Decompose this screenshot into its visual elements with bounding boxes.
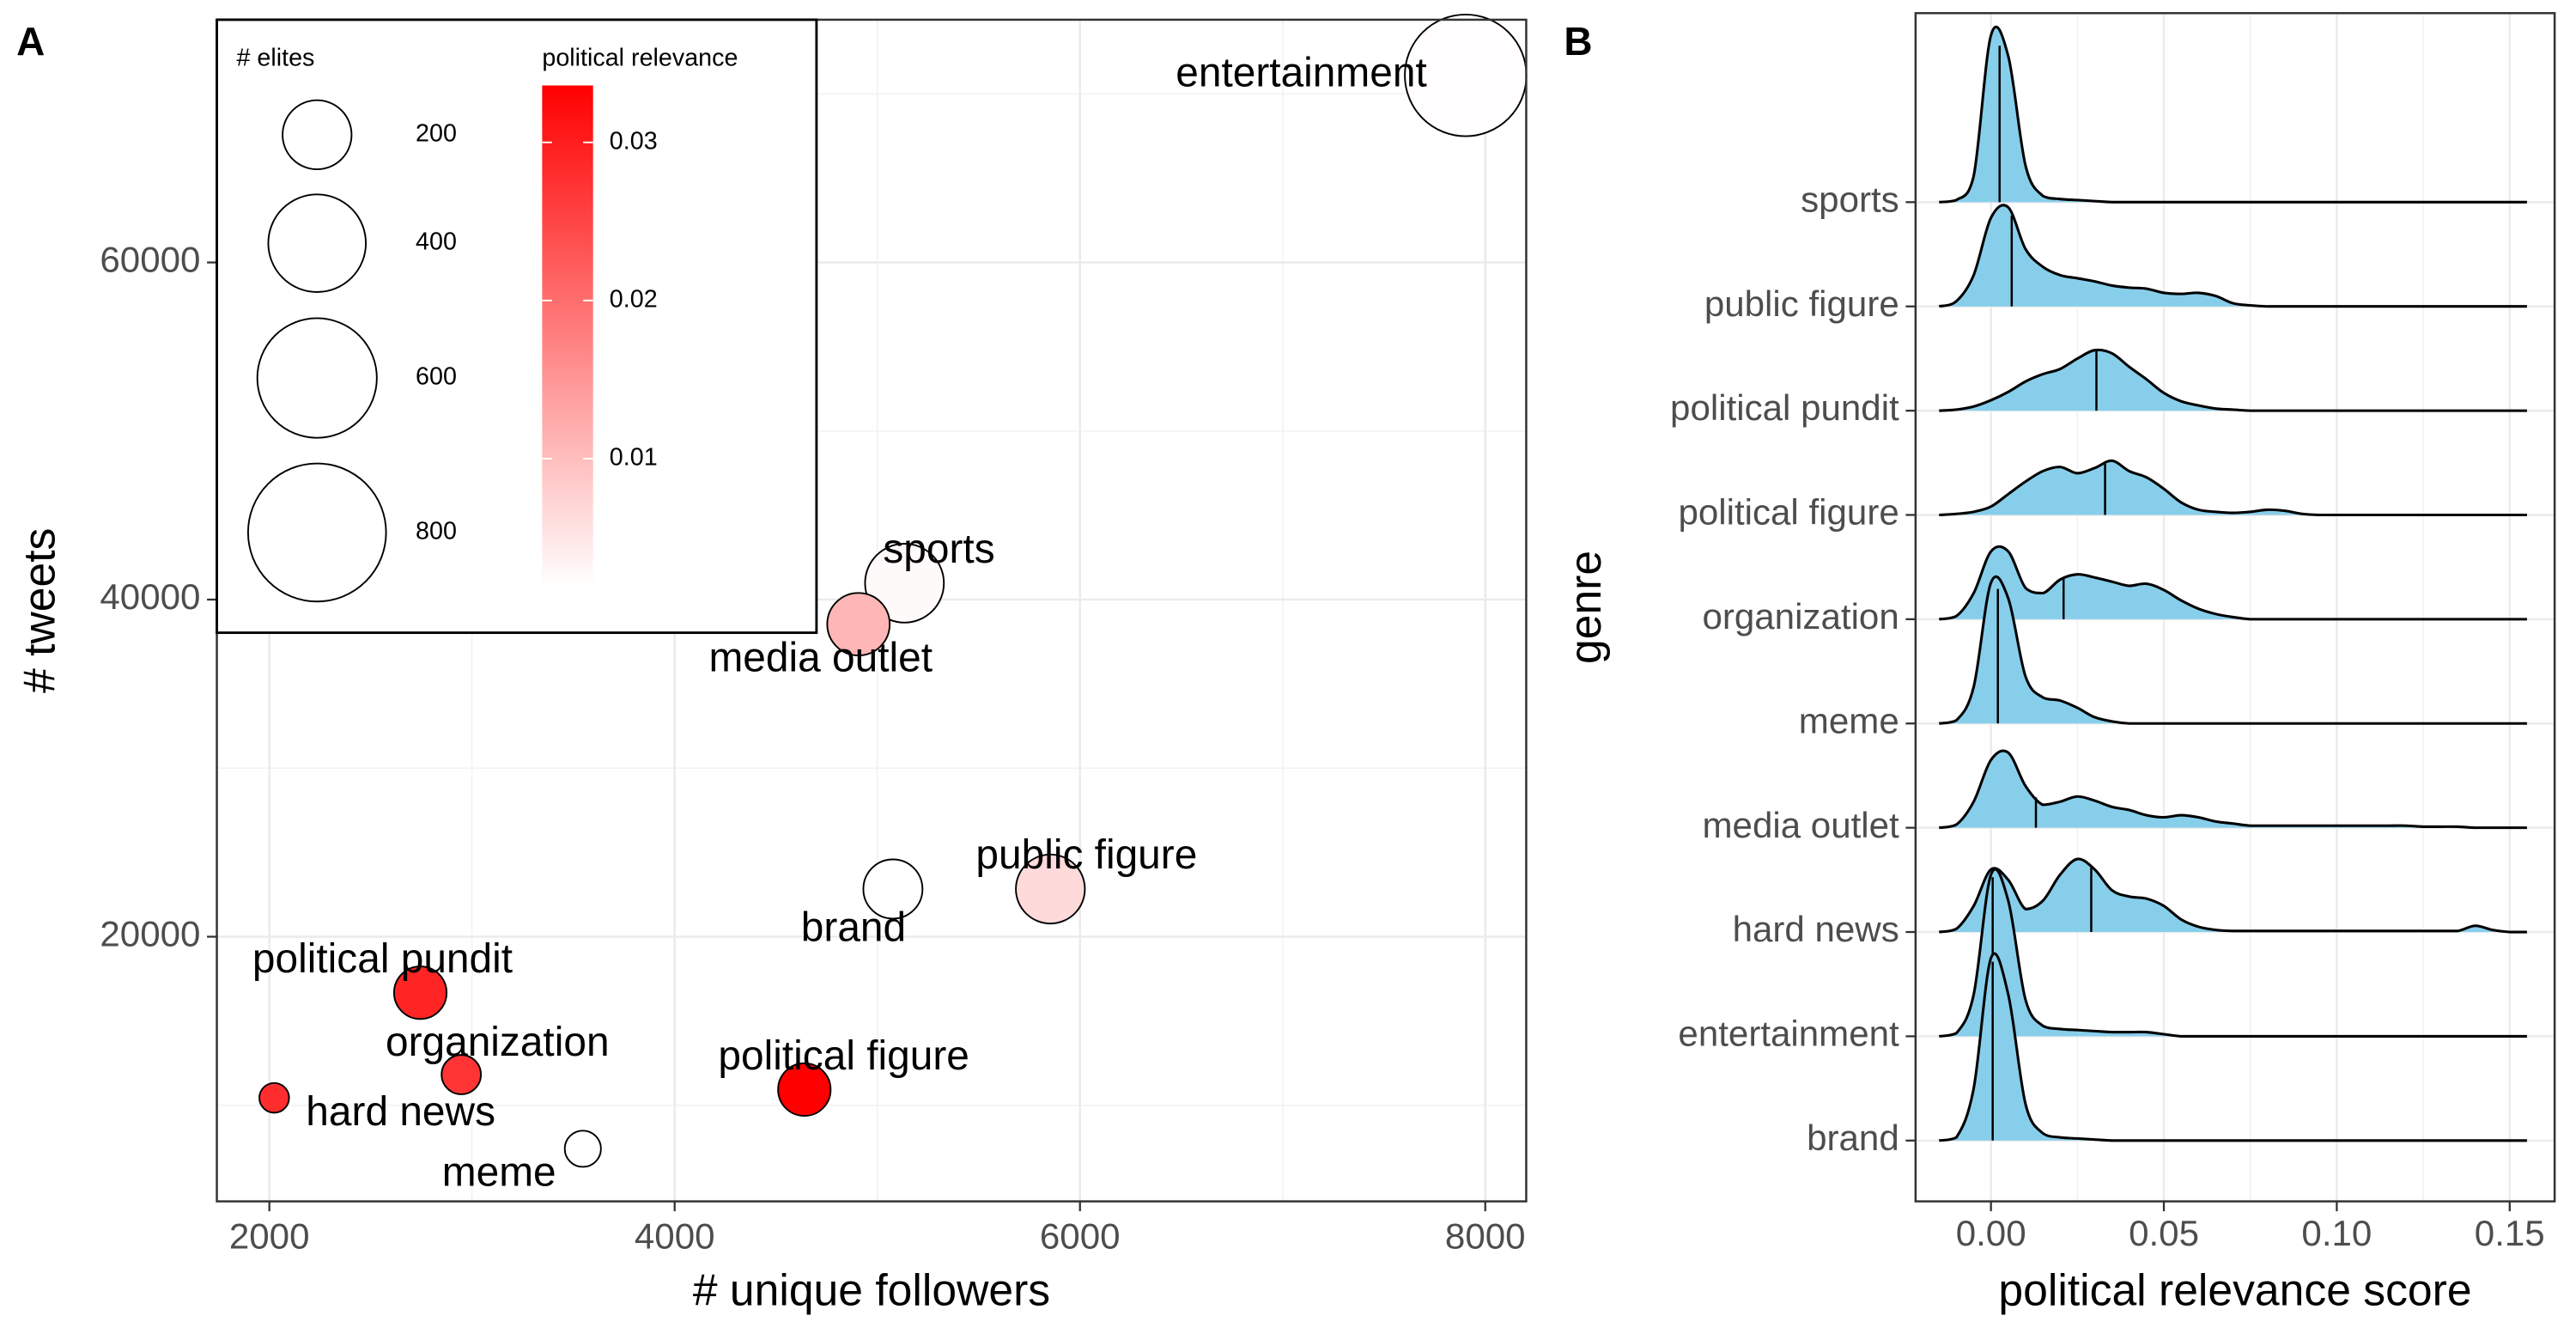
y-tick-label: political pundit [1670, 387, 1899, 428]
legend-bubble [246, 462, 387, 603]
color-tick-label: 0.02 [610, 285, 658, 313]
point-label: hard news [306, 1089, 495, 1135]
ridge-line [1939, 25, 2527, 204]
panel-b: 0.00 0.05 0.10 0.15 brand entertainment hard n… [1560, 12, 2556, 1314]
legend-title: # elites [237, 44, 315, 71]
bubble [440, 1054, 483, 1095]
ridge-line [1938, 857, 2527, 934]
y-tick-label: brand [1807, 1118, 1899, 1158]
color-tick-label: 0.03 [610, 127, 658, 155]
x-tick-label: 0.05 [2129, 1213, 2199, 1253]
legend: # elites 200 400 600 800 political relevance 0… [216, 18, 818, 635]
y-tick-label: 60000 [100, 240, 200, 280]
point-label: organization [386, 1020, 610, 1065]
point-label: brand [801, 904, 906, 950]
ridge-area [1939, 27, 2527, 203]
x-tick-label: 0.10 [2301, 1213, 2372, 1253]
bubble [563, 1130, 602, 1168]
ridge-area [1939, 204, 2527, 307]
point-label: sports [883, 527, 994, 572]
ridge-area [1939, 350, 2527, 411]
bubble [826, 592, 891, 657]
x-tick-label: 6000 [1040, 1216, 1121, 1257]
legend-bubble [256, 317, 378, 439]
y-tick-label: public figure [1704, 283, 1899, 324]
point-label: political pundit [252, 936, 513, 982]
y-tick-label: political figure [1678, 492, 1899, 533]
panel-label: B [1564, 19, 1592, 64]
x-tick-label: 8000 [1445, 1216, 1526, 1257]
y-tick-label: organization [1702, 596, 1899, 636]
y-axis-title: # tweets [14, 528, 64, 693]
legend-label: 600 [416, 363, 457, 391]
ridge-line [1938, 575, 2527, 725]
x-axis-title: political relevance score [1998, 1264, 2471, 1314]
ridge-line [1939, 459, 2527, 517]
y-tick-label: 20000 [100, 914, 200, 954]
ridge-area [1939, 460, 2527, 515]
y-tick-label: entertainment [1678, 1014, 1899, 1054]
ridge-line [1938, 545, 2527, 621]
point-label: political figure [718, 1033, 969, 1079]
bubble [777, 1062, 832, 1118]
ridge-area [1939, 751, 2527, 828]
bubble [1015, 853, 1086, 925]
y-tick-label: hard news [1733, 909, 1899, 949]
ridge-line [1938, 749, 2527, 830]
ridge-line [1938, 868, 2527, 1038]
legend-bubble [282, 99, 353, 171]
ridge-line [1938, 952, 2527, 1142]
legend-title: political relevance [542, 44, 738, 71]
y-tick-label: meme [1799, 700, 1899, 740]
ridge-area [1939, 546, 2527, 619]
x-tick-label: 0.00 [1956, 1213, 2026, 1253]
color-bar [542, 85, 593, 588]
x-tick-label: 0.15 [2475, 1213, 2545, 1253]
x-axis-title: # unique followers [693, 1264, 1050, 1314]
y-tick-label: media outlet [1703, 805, 1900, 845]
plot-border [1914, 12, 2556, 1203]
point-label: media outlet [708, 635, 933, 680]
legend-bubble [267, 193, 368, 293]
x-tick-label: 4000 [635, 1216, 715, 1257]
point-label: entertainment [1176, 50, 1426, 95]
ridge-line [1939, 348, 2527, 412]
y-tick-label: sports [1801, 179, 1899, 219]
point-label: public figure [975, 832, 1197, 878]
legend-label: 400 [416, 228, 457, 256]
panel-label: A [16, 19, 45, 64]
bubble [258, 1081, 290, 1114]
legend-label: 800 [416, 517, 457, 545]
ridge-line [1938, 204, 2527, 308]
y-axis-title: genre [1560, 551, 1610, 664]
y-tick-label: 40000 [100, 576, 200, 617]
bubble [864, 543, 945, 624]
ridge-area [1939, 953, 2527, 1141]
x-tick-label: 2000 [229, 1216, 310, 1257]
panel-a: 2000 4000 6000 8000 20000 40000 60000 entertain… [14, 13, 1528, 1314]
bubble [862, 858, 924, 920]
ridge-area [1939, 858, 2527, 933]
bubble [392, 965, 448, 1020]
legend-label: 200 [416, 119, 457, 147]
color-tick-label: 0.01 [610, 444, 658, 472]
point-label: meme [442, 1150, 556, 1196]
